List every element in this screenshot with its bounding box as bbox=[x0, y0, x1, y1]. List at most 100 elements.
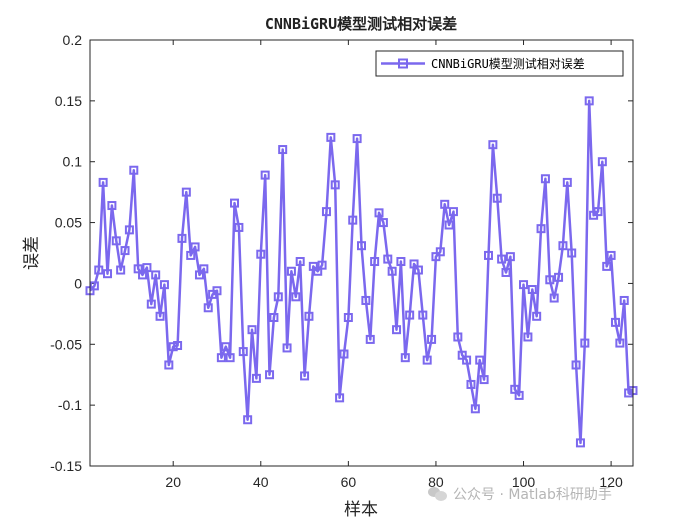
data-point bbox=[378, 218, 388, 228]
data-point bbox=[212, 286, 222, 296]
data-point bbox=[142, 263, 152, 273]
data-point bbox=[300, 371, 310, 381]
legend-label: CNNBiGRU模型测试相对误差 bbox=[431, 56, 585, 71]
data-point bbox=[396, 257, 406, 267]
data-point bbox=[111, 236, 121, 246]
data-point bbox=[479, 375, 489, 385]
data-point bbox=[124, 225, 134, 235]
legend: CNNBiGRU模型测试相对误差 bbox=[375, 50, 624, 77]
data-point bbox=[339, 349, 349, 359]
data-point bbox=[497, 254, 507, 264]
data-point bbox=[453, 332, 463, 342]
data-point bbox=[291, 292, 301, 302]
data-point bbox=[584, 96, 594, 106]
data-point bbox=[177, 233, 187, 243]
data-point bbox=[444, 220, 454, 230]
x-tick-label: 60 bbox=[341, 474, 357, 490]
data-point bbox=[335, 393, 345, 403]
x-tick-label: 80 bbox=[428, 474, 444, 490]
data-point bbox=[462, 355, 472, 365]
data-point bbox=[94, 265, 104, 275]
data-point bbox=[383, 254, 393, 264]
data-point bbox=[558, 241, 568, 251]
data-point bbox=[562, 177, 572, 187]
data-point bbox=[348, 215, 358, 225]
data-point bbox=[519, 280, 529, 290]
data-point bbox=[615, 338, 625, 348]
data-point bbox=[330, 180, 340, 190]
data-point bbox=[532, 311, 542, 321]
data-point bbox=[295, 257, 305, 267]
data-point bbox=[151, 270, 161, 280]
data-point bbox=[251, 373, 261, 383]
data-point bbox=[225, 353, 235, 363]
data-point bbox=[89, 281, 99, 291]
y-tick-label: -0.05 bbox=[50, 336, 82, 352]
y-axis-label: 误差 bbox=[22, 236, 42, 270]
data-point bbox=[597, 157, 607, 167]
data-point bbox=[216, 353, 226, 363]
data-point bbox=[619, 295, 629, 305]
data-point bbox=[370, 257, 380, 267]
data-point bbox=[155, 311, 165, 321]
data-point bbox=[243, 415, 253, 425]
data-point bbox=[448, 207, 458, 217]
data-point bbox=[501, 267, 511, 277]
x-axis: 20 40 60 80 100 120 bbox=[165, 40, 623, 490]
data-point bbox=[186, 250, 196, 260]
watermark: 公众号 · Matlab科研助手 bbox=[428, 484, 612, 504]
data-point bbox=[483, 250, 493, 260]
x-tick-label: 100 bbox=[512, 474, 536, 490]
y-tick-label: 0.15 bbox=[55, 93, 82, 109]
data-point bbox=[505, 252, 515, 262]
data-point bbox=[181, 187, 191, 197]
chart-title: CNNBiGRU模型测试相对误差 bbox=[265, 15, 457, 33]
data-point bbox=[129, 165, 139, 175]
data-point bbox=[343, 313, 353, 323]
data-point bbox=[190, 242, 200, 252]
data-point bbox=[580, 338, 590, 348]
legend-marker bbox=[398, 58, 408, 69]
data-point bbox=[203, 303, 213, 313]
y-tick-label: 0.05 bbox=[55, 215, 82, 231]
data-point bbox=[173, 341, 183, 351]
x-tick-label: 120 bbox=[599, 474, 623, 490]
data-point bbox=[247, 325, 257, 335]
data-point bbox=[116, 265, 126, 275]
data-point bbox=[418, 310, 428, 320]
data-point bbox=[475, 355, 485, 365]
data-point bbox=[221, 342, 231, 352]
data-point bbox=[392, 325, 402, 335]
y-tick-label: -0.1 bbox=[58, 397, 82, 413]
data-point bbox=[514, 390, 524, 400]
x-tick-label: 40 bbox=[253, 474, 269, 490]
data-point bbox=[567, 248, 577, 258]
x-axis-label: 样本 bbox=[344, 500, 378, 520]
data-point bbox=[400, 353, 410, 363]
data-point bbox=[317, 260, 327, 270]
data-point bbox=[199, 264, 209, 274]
data-point bbox=[286, 266, 296, 276]
data-point bbox=[164, 360, 174, 370]
series-line bbox=[89, 99, 634, 445]
data-point bbox=[269, 313, 279, 323]
data-point bbox=[470, 404, 480, 414]
data-point bbox=[107, 201, 117, 211]
data-point bbox=[357, 241, 366, 251]
plot-frame bbox=[89, 39, 634, 467]
data-point bbox=[103, 269, 113, 279]
data-point bbox=[606, 250, 616, 260]
data-point bbox=[523, 332, 533, 342]
data-point bbox=[278, 145, 288, 155]
data-point bbox=[387, 266, 397, 276]
data-point bbox=[549, 293, 559, 303]
data-point bbox=[405, 310, 415, 320]
data-point bbox=[304, 311, 314, 321]
data-point bbox=[540, 174, 550, 184]
y-tick-label: 0.1 bbox=[63, 154, 83, 170]
data-point bbox=[492, 193, 502, 203]
data-point bbox=[440, 199, 450, 209]
data-point bbox=[435, 247, 445, 257]
watermark-text: 公众号 · Matlab科研助手 bbox=[453, 487, 612, 503]
data-point bbox=[352, 134, 362, 144]
